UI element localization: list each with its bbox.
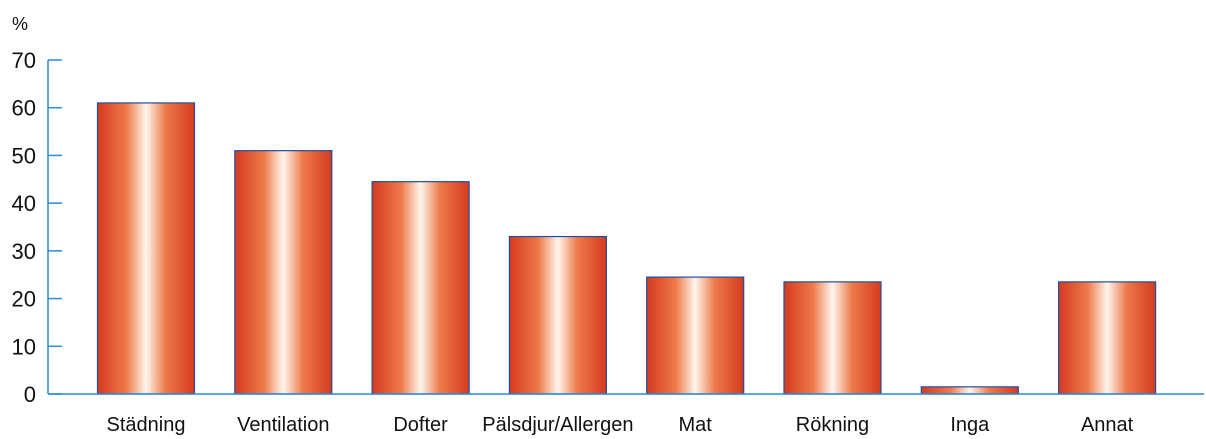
x-category-label: Städning [107, 414, 186, 436]
y-tick-label: 10 [12, 334, 36, 359]
bars [96, 102, 1157, 395]
y-tick-label: 30 [12, 239, 36, 264]
y-tick-label: 70 [12, 48, 36, 73]
bar [783, 281, 882, 395]
bar [234, 150, 333, 395]
bar [920, 386, 1019, 395]
y-tick-label: 60 [12, 96, 36, 121]
x-axis-labels: Städning Ventilation Dofter Pälsdjur/Allerg… [107, 414, 1134, 436]
y-tick-label: 50 [12, 143, 36, 168]
bar [96, 102, 196, 395]
x-category-label: Pälsdjur/Allergen [482, 414, 633, 436]
x-category-label: Dofter [393, 414, 448, 436]
y-unit-label: % [12, 14, 28, 34]
x-category-label: Rökning [796, 414, 869, 436]
x-category-label: Inga [950, 414, 990, 436]
y-tick-label: 0 [24, 382, 36, 407]
y-axis-ticks: 0 10 20 30 40 50 60 70 [12, 48, 62, 407]
x-category-label: Ventilation [237, 414, 329, 436]
bar [1057, 281, 1157, 395]
bar [508, 235, 607, 395]
y-tick-label: 20 [12, 287, 36, 312]
y-tick-label: 40 [12, 191, 36, 216]
bar [646, 276, 745, 395]
x-category-label: Annat [1081, 414, 1134, 436]
bar [371, 181, 470, 395]
x-category-label: Mat [679, 414, 713, 436]
